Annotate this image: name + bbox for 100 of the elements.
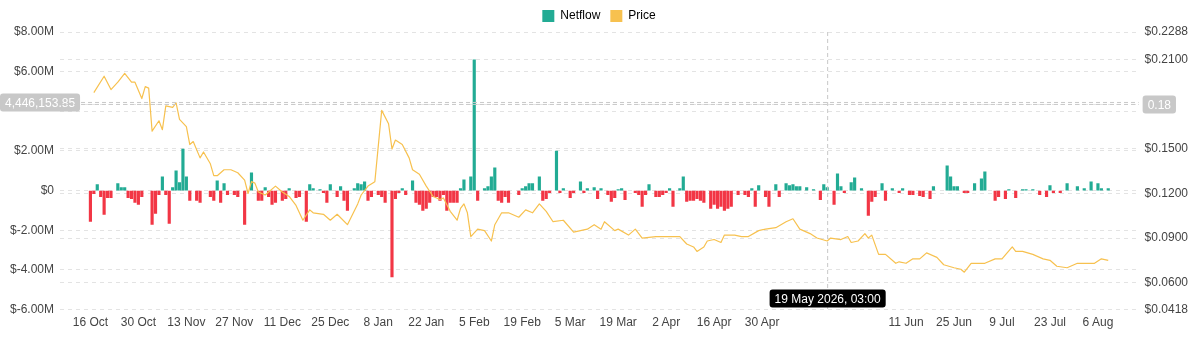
bar [736, 190, 740, 195]
x-tick-label: 2 Apr [652, 315, 681, 330]
bar [88, 190, 92, 222]
x-tick-label: 6 Aug [1082, 315, 1114, 330]
bar [1003, 190, 1007, 199]
y-tick-label: $-4.00M [9, 262, 55, 277]
bar [767, 190, 771, 207]
bar [688, 190, 692, 201]
bar [1096, 183, 1100, 191]
bar [757, 185, 761, 191]
y-tick-label: $-2.00M [9, 222, 55, 237]
x-tick-label: 30 Oct [120, 315, 157, 330]
bar [853, 177, 857, 191]
bar [455, 190, 459, 203]
bar [928, 190, 932, 199]
bar [356, 183, 360, 191]
y-tick-label: $8.00M [13, 24, 55, 39]
bar [434, 190, 439, 197]
bar [993, 190, 997, 201]
bar [774, 184, 778, 191]
bar [119, 187, 123, 191]
bar [777, 190, 781, 197]
bar [623, 190, 627, 200]
bar [654, 190, 658, 197]
bar [537, 176, 541, 191]
bar [945, 165, 949, 191]
bar [712, 190, 716, 205]
bar [493, 167, 497, 191]
bar [746, 190, 750, 197]
bar [866, 190, 870, 216]
bar [328, 184, 332, 191]
x-tick-label: 25 Jun [936, 315, 973, 330]
bar [973, 183, 977, 191]
bar [685, 190, 689, 202]
bar [133, 190, 137, 203]
y2-tick-label: $0.2100 [1144, 52, 1189, 67]
bar [129, 190, 134, 199]
bar [524, 186, 528, 191]
bar [123, 187, 127, 191]
legend-label: Price [628, 8, 656, 23]
bar [726, 190, 730, 209]
bar [225, 190, 230, 195]
bar [174, 170, 178, 191]
bar [880, 183, 884, 191]
x-tick-label: 5 Feb [458, 315, 490, 330]
y2-tick-label: $0.2288 [1144, 24, 1189, 39]
bar [787, 185, 792, 191]
bar [883, 190, 888, 201]
bar [527, 183, 531, 191]
bar [832, 190, 836, 205]
bar [136, 190, 140, 205]
bar [102, 190, 106, 215]
bar [198, 190, 202, 203]
x-tick-label: 9 Jul [989, 315, 1015, 330]
bar [818, 190, 822, 200]
bar [236, 190, 240, 197]
bar [743, 190, 747, 195]
bar [798, 186, 802, 191]
bar [609, 190, 613, 202]
bar [791, 184, 795, 191]
bar [1089, 181, 1093, 191]
bar [613, 190, 617, 198]
bar [335, 190, 339, 197]
bar [647, 184, 651, 191]
bar [116, 183, 120, 191]
bar [263, 187, 267, 191]
bar [366, 190, 370, 201]
x-tick-label: 27 Nov [215, 315, 254, 330]
bar [369, 190, 374, 197]
bar [578, 181, 583, 191]
bar [167, 190, 171, 224]
bar [719, 190, 723, 207]
bar [308, 184, 312, 191]
bar [273, 190, 278, 203]
bar [376, 190, 380, 195]
y-tick-label: $-6.00M [9, 301, 55, 316]
x-tick-label: 19 Feb [503, 315, 542, 330]
x-tick-label: 23 Jul [1033, 315, 1066, 330]
x-tick-label: 8 Jan [363, 315, 393, 330]
bar [702, 190, 706, 203]
bar [671, 190, 675, 207]
bar [1038, 190, 1042, 195]
bar [339, 186, 343, 191]
bar [404, 190, 408, 195]
x-tick-label: 30 Apr [744, 315, 780, 330]
y-tick-label: $0 [40, 182, 55, 197]
bar [294, 190, 298, 198]
bar [126, 190, 130, 198]
bar [95, 184, 99, 191]
bar [709, 190, 713, 209]
bar [222, 183, 226, 191]
x-tick-label: 11 Jun [888, 315, 924, 330]
bar [232, 190, 236, 195]
bar [568, 190, 572, 198]
bar [698, 190, 702, 201]
x-tick-label: 11 Dec [263, 315, 301, 330]
bar [452, 190, 456, 203]
bar [918, 190, 922, 196]
y-tick-label: $2.00M [13, 143, 55, 158]
bar [983, 171, 987, 191]
